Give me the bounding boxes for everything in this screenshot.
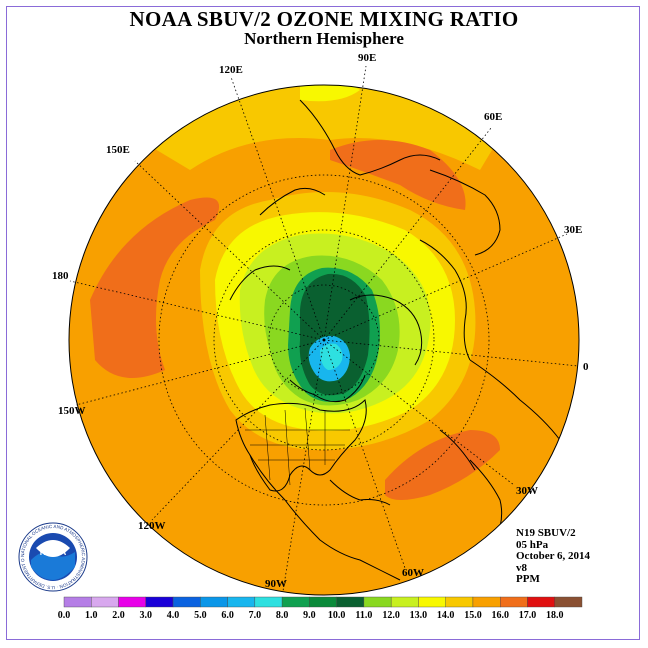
graticule bbox=[69, 65, 579, 592]
colorbar-swatch bbox=[281, 596, 310, 608]
info-version: v8 bbox=[516, 561, 527, 574]
lon-label-60e: 60E bbox=[484, 111, 502, 123]
colorbar-swatch bbox=[227, 596, 256, 608]
colorbar-swatch bbox=[363, 596, 392, 608]
colorbar-tick-label: 14.0 bbox=[437, 610, 455, 621]
meridian-0 bbox=[323, 339, 579, 367]
colorbar-swatch bbox=[500, 596, 528, 608]
latitude-circle-30 bbox=[158, 174, 490, 506]
colorbar-tick-label: 3.0 bbox=[140, 610, 153, 621]
colorbar-tick-label: 17.0 bbox=[519, 610, 537, 621]
colorbar-swatch bbox=[145, 596, 174, 608]
colorbar-swatch bbox=[118, 596, 146, 608]
colorbar-tick-label: 16.0 bbox=[491, 610, 509, 621]
colorbar-swatch bbox=[472, 596, 501, 608]
page-subtitle: Northern Hemisphere bbox=[244, 29, 404, 48]
latitude-circle-60 bbox=[213, 229, 435, 451]
level-12-upper-spot bbox=[300, 85, 360, 102]
colorbar-swatch bbox=[309, 596, 337, 608]
lon-label-0: 0 bbox=[583, 361, 589, 373]
info-level: 05 hPa bbox=[516, 538, 549, 551]
meridian-120e bbox=[230, 76, 325, 341]
info-instrument: N19 SBUV/2 bbox=[516, 527, 576, 539]
colorbar-tick-label: 2.0 bbox=[112, 610, 125, 621]
level-15-patch-atlantic bbox=[385, 430, 500, 500]
coastlines bbox=[229, 99, 561, 581]
logo-text: NOAA bbox=[40, 547, 67, 557]
meridian-120w bbox=[151, 339, 325, 521]
meridian-30e bbox=[323, 233, 568, 341]
colorbar-tick-label: 8.0 bbox=[276, 610, 289, 621]
colorbar-tick-label: 7.0 bbox=[249, 610, 262, 621]
colorbar-tick-label: 4.0 bbox=[167, 610, 180, 621]
page-title: NOAA SBUV/2 OZONE MIXING RATIO bbox=[129, 7, 519, 31]
noaa-logo: NOAA NATIONAL OCEANIC AND ATMOSPHERIC AD… bbox=[18, 522, 88, 592]
meridian-150e bbox=[134, 160, 325, 341]
colorbar-swatch bbox=[91, 596, 119, 608]
colorbar-tick-label: 18.0 bbox=[546, 610, 564, 621]
map-boundary bbox=[68, 84, 580, 596]
meridian-60w bbox=[323, 339, 406, 569]
us-state-lines bbox=[245, 407, 350, 486]
info-date: October 6, 2014 bbox=[516, 550, 591, 562]
level-15-patch-asia bbox=[330, 140, 466, 210]
lon-label-150e: 150E bbox=[106, 144, 130, 156]
colorbar-tick-label: 15.0 bbox=[464, 610, 482, 621]
ozone-fill-layer bbox=[69, 85, 579, 595]
colorbar-swatch bbox=[390, 596, 419, 608]
image-frame bbox=[6, 6, 640, 640]
colorbar-swatch bbox=[418, 596, 446, 608]
latitude-circle-75 bbox=[268, 284, 380, 396]
colorbar-swatch bbox=[445, 596, 474, 608]
lon-label-180: 180 bbox=[52, 270, 69, 282]
logo-sea bbox=[31, 552, 75, 580]
meridian-60e bbox=[323, 127, 492, 341]
colorbar: 0.0 1.0 2.0 3.0 4.0 5.0 6.0 7.0 8.0 9.0 10.0 11.0 12… bbox=[58, 596, 583, 621]
lon-label-90e: 90E bbox=[358, 52, 376, 64]
lon-label-60w: 60W bbox=[402, 567, 424, 579]
lon-label-30e: 30E bbox=[564, 224, 582, 236]
colorbar-swatch bbox=[527, 596, 555, 608]
colorbar-swatch bbox=[554, 596, 583, 608]
colorbar-swatch bbox=[254, 596, 283, 608]
lon-label-90w: 90W bbox=[265, 578, 287, 590]
lon-label-120w: 120W bbox=[138, 520, 166, 532]
colorbar-tick-label: 12.0 bbox=[382, 610, 400, 621]
colorbar-tick-label: 13.0 bbox=[410, 610, 428, 621]
colorbar-swatch bbox=[63, 596, 92, 608]
level-15-patch-pacific bbox=[90, 197, 220, 378]
logo-bird bbox=[36, 540, 70, 557]
colorbar-swatch bbox=[336, 596, 365, 608]
colorbar-swatch bbox=[172, 596, 201, 608]
meridian-180 bbox=[69, 280, 325, 341]
colorbar-tick-label: 1.0 bbox=[85, 610, 98, 621]
info-units: PPM bbox=[516, 573, 540, 585]
colorbar-swatch bbox=[200, 596, 228, 608]
colorbar-tick-label: 5.0 bbox=[194, 610, 207, 621]
colorbar-tick-label: 0.0 bbox=[58, 610, 71, 621]
info-block: N19 SBUV/2 05 hPa October 6, 2014 v8 PPM bbox=[516, 527, 591, 586]
colorbar-tick-label: 6.0 bbox=[221, 610, 234, 621]
colorbar-tick-label: 10.0 bbox=[328, 610, 346, 621]
colorbar-tick-label: 11.0 bbox=[355, 610, 372, 621]
lon-label-150w: 150W bbox=[58, 405, 86, 417]
lon-label-120e: 120E bbox=[219, 64, 243, 76]
lon-label-30w: 30W bbox=[516, 485, 538, 497]
meridian-150w bbox=[75, 339, 325, 406]
colorbar-tick-label: 9.0 bbox=[303, 610, 316, 621]
